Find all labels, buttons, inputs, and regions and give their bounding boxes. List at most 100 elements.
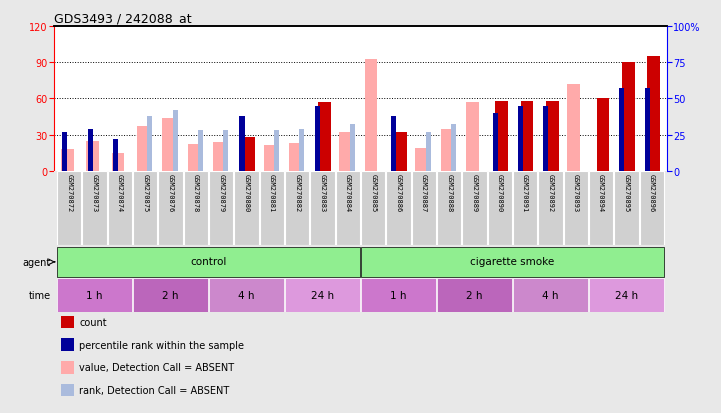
Bar xyxy=(350,125,355,171)
Text: 24 h: 24 h xyxy=(615,290,638,300)
Bar xyxy=(57,171,81,246)
Bar xyxy=(495,102,508,171)
Bar xyxy=(242,138,255,171)
Text: 4 h: 4 h xyxy=(542,290,559,300)
Bar xyxy=(274,131,279,171)
Bar xyxy=(518,106,523,171)
Bar xyxy=(239,116,244,171)
Bar xyxy=(137,127,149,171)
Bar xyxy=(487,171,512,246)
Bar xyxy=(564,171,588,246)
Text: GSM270874: GSM270874 xyxy=(117,173,123,212)
Bar xyxy=(184,171,208,246)
Bar xyxy=(451,125,456,171)
Text: 24 h: 24 h xyxy=(311,290,334,300)
Bar xyxy=(645,89,650,171)
Bar xyxy=(412,171,436,246)
Bar xyxy=(546,102,559,171)
Bar xyxy=(340,133,352,171)
Text: GSM270880: GSM270880 xyxy=(244,173,249,212)
Bar xyxy=(162,119,175,171)
Text: GSM270882: GSM270882 xyxy=(294,173,300,212)
Text: GSM270895: GSM270895 xyxy=(624,173,629,212)
Bar xyxy=(318,103,331,171)
Bar xyxy=(539,171,562,246)
Bar xyxy=(361,279,436,312)
Bar xyxy=(426,133,431,171)
Bar xyxy=(209,279,284,312)
Bar xyxy=(133,279,208,312)
Bar xyxy=(172,111,177,171)
Bar xyxy=(315,106,321,171)
Text: GSM270884: GSM270884 xyxy=(345,173,351,212)
Bar xyxy=(614,171,639,246)
Bar xyxy=(289,144,301,171)
Text: control: control xyxy=(190,256,226,266)
Bar xyxy=(187,145,200,171)
Bar xyxy=(57,247,360,277)
Text: GSM270888: GSM270888 xyxy=(446,173,452,212)
Bar xyxy=(513,171,537,246)
Bar xyxy=(361,171,385,246)
Bar xyxy=(365,59,378,171)
Text: GSM270892: GSM270892 xyxy=(547,173,554,212)
Bar xyxy=(61,150,74,171)
Bar xyxy=(589,279,664,312)
Bar xyxy=(299,130,304,171)
Text: 1 h: 1 h xyxy=(390,290,407,300)
Bar xyxy=(622,63,634,171)
Text: cigarette smoke: cigarette smoke xyxy=(470,256,554,266)
Bar xyxy=(640,171,664,246)
Text: GSM270891: GSM270891 xyxy=(522,173,528,212)
Bar xyxy=(263,146,276,171)
Text: time: time xyxy=(28,290,50,300)
Bar xyxy=(285,171,309,246)
Bar xyxy=(441,129,454,171)
Bar xyxy=(57,279,132,312)
Bar xyxy=(521,102,534,171)
Text: GSM270889: GSM270889 xyxy=(472,173,477,212)
Bar xyxy=(62,133,67,171)
Bar xyxy=(513,279,588,312)
Text: agent: agent xyxy=(22,257,50,267)
Bar xyxy=(386,171,411,246)
Bar xyxy=(415,149,428,171)
Bar xyxy=(597,99,609,171)
Bar xyxy=(310,171,335,246)
Text: GSM270873: GSM270873 xyxy=(92,173,97,212)
Bar xyxy=(159,171,182,246)
Text: GSM270872: GSM270872 xyxy=(66,173,72,212)
Bar xyxy=(87,141,99,171)
Text: GSM270893: GSM270893 xyxy=(572,173,579,212)
Bar xyxy=(224,131,229,171)
Text: GSM270875: GSM270875 xyxy=(142,173,149,212)
Bar xyxy=(392,116,397,171)
Bar xyxy=(567,85,580,171)
Bar xyxy=(589,171,614,246)
Bar xyxy=(112,140,118,171)
Bar xyxy=(462,171,487,246)
Bar xyxy=(234,171,259,246)
Bar xyxy=(147,116,152,171)
Text: GSM270879: GSM270879 xyxy=(218,173,224,212)
Text: GSM270883: GSM270883 xyxy=(319,173,325,212)
Text: GSM270881: GSM270881 xyxy=(269,173,275,212)
Text: percentile rank within the sample: percentile rank within the sample xyxy=(79,340,244,350)
Bar xyxy=(213,142,226,171)
Bar xyxy=(107,171,132,246)
Text: 2 h: 2 h xyxy=(466,290,483,300)
Bar xyxy=(394,133,407,171)
Bar xyxy=(437,171,461,246)
Text: GSM270885: GSM270885 xyxy=(370,173,376,212)
Bar xyxy=(544,106,549,171)
Text: GSM270876: GSM270876 xyxy=(167,173,174,212)
Text: GSM270886: GSM270886 xyxy=(396,173,402,212)
Bar xyxy=(112,153,124,171)
Text: GSM270896: GSM270896 xyxy=(649,173,655,212)
Text: 1 h: 1 h xyxy=(87,290,103,300)
Text: 2 h: 2 h xyxy=(162,290,179,300)
Bar xyxy=(82,171,107,246)
Text: GSM270890: GSM270890 xyxy=(497,173,503,212)
Text: GDS3493 / 242088_at: GDS3493 / 242088_at xyxy=(54,12,192,25)
Bar xyxy=(209,171,234,246)
